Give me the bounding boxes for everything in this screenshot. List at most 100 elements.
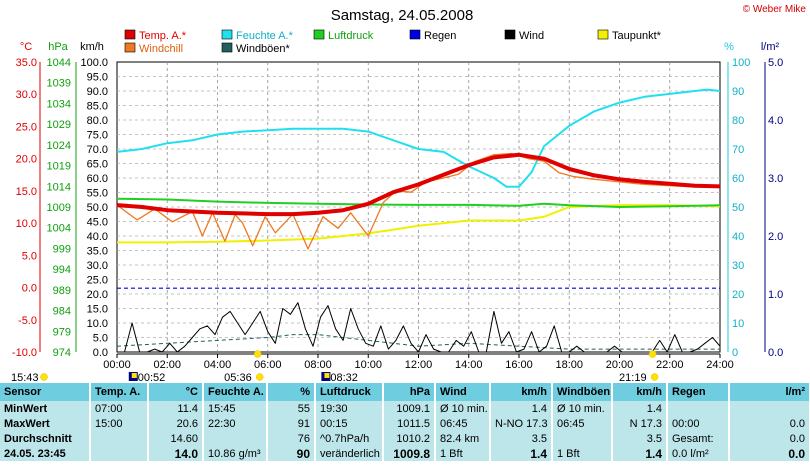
humidity-tick-label: 30 xyxy=(732,260,744,272)
wind-tick-label: 0.0 xyxy=(93,347,108,359)
temp-tick-label: 5.0 xyxy=(22,250,37,262)
temp-tick-label: 30.0 xyxy=(16,89,37,101)
stats-cell: 76 xyxy=(267,431,316,446)
humidity-tick-label: 80 xyxy=(732,115,744,127)
series-taupunkt xyxy=(117,204,721,244)
stats-cell: 0.0 xyxy=(729,416,810,431)
temp-tick-label: -10.0 xyxy=(12,347,37,359)
humidity-tick-label: 10 xyxy=(732,318,744,330)
wind-tick-label: 25.0 xyxy=(87,275,108,287)
stats-cell: Gesamt: xyxy=(667,431,730,446)
x-tick-label: 12:00 xyxy=(405,359,433,371)
stats-cell: 10.86 g/m³ xyxy=(203,446,268,461)
stats-cell: 1009.8 xyxy=(383,446,436,461)
stats-row: MinWert 07:00 11.4 15:45 55 19:30 1009.1 Ø 10 m… xyxy=(0,401,810,416)
legend-label: Taupunkt* xyxy=(612,30,662,42)
stats-cell xyxy=(729,401,810,416)
stats-cell: % xyxy=(267,383,316,401)
wind-tick-label: 50.0 xyxy=(87,202,108,214)
x-tick-label: 16:00 xyxy=(505,359,533,371)
stats-cell: 15:45 xyxy=(203,401,268,416)
stats-row-label: MinWert xyxy=(0,401,91,416)
stats-cell: Windböen xyxy=(552,383,613,401)
pressure-axis-unit: hPa xyxy=(48,41,68,53)
wind-tick-label: 35.0 xyxy=(87,246,108,258)
chart-title: Samstag, 24.05.2008 xyxy=(331,7,474,24)
stats-row: Durchschnitt 14.60 76 ^0.7hPa/h 1010.2 82.4 k… xyxy=(0,431,810,446)
legend-swatch xyxy=(124,42,136,53)
humidity-tick-label: 40 xyxy=(732,231,744,243)
stats-cell: 06:45 xyxy=(435,416,491,431)
stats-cell: 00:15 xyxy=(315,416,384,431)
stats-cell: Regen xyxy=(667,383,730,401)
stats-cell xyxy=(90,446,149,461)
stats-cell: 0.0 l/m² xyxy=(667,446,730,461)
stats-cell: km/h xyxy=(612,383,668,401)
stats-cell: 1009.1 xyxy=(383,401,436,416)
stats-cell: 82.4 km xyxy=(435,431,491,446)
stats-cell: 91 xyxy=(267,416,316,431)
legend-swatch xyxy=(504,29,516,40)
pressure-tick-label: 1014 xyxy=(47,181,71,193)
x-tick-label: 04:00 xyxy=(204,359,232,371)
stats-cell: 00:00 xyxy=(667,416,730,431)
stats-cell: l/m² xyxy=(729,383,810,401)
rain-tick-label: 4.0 xyxy=(768,115,783,127)
legend-swatch xyxy=(313,29,325,40)
stats-cell: 20.6 xyxy=(148,416,204,431)
stats-cell: 1 Bft xyxy=(552,446,613,461)
wind-tick-label: 60.0 xyxy=(87,173,108,185)
sunrise-label: 05:36 xyxy=(224,372,252,383)
pressure-tick-label: 1019 xyxy=(47,161,71,173)
pressure-tick-label: 999 xyxy=(53,243,71,255)
sun-icon xyxy=(648,350,657,358)
moonset-label: 08:32 xyxy=(330,372,358,383)
pressure-tick-label: 984 xyxy=(53,306,71,318)
x-tick-label: 02:00 xyxy=(153,359,181,371)
wind-tick-label: 45.0 xyxy=(87,217,108,229)
rain-tick-label: 0.0 xyxy=(768,347,783,359)
stats-cell: 19:30 xyxy=(315,401,384,416)
sun-icon xyxy=(255,373,264,381)
chart-axes: 35.0 30.0 25.0 20.0 15.0 10.0 5.0 0.0 -5.0 -10.0 1… xyxy=(12,57,783,371)
temp-tick-label: 20.0 xyxy=(16,154,37,166)
x-tick-label: 24:00 xyxy=(706,359,734,371)
rain-axis-unit: l/m² xyxy=(761,41,780,53)
stats-cell: 1010.2 xyxy=(383,431,436,446)
temp-axis-unit: °C xyxy=(20,41,32,53)
wind-tick-label: 70.0 xyxy=(87,144,108,156)
legend-swatch xyxy=(221,42,233,53)
pressure-tick-label: 989 xyxy=(53,285,71,297)
temp-tick-label: 25.0 xyxy=(16,121,37,133)
x-tick-label: 14:00 xyxy=(455,359,483,371)
weather-chart: Samstag, 24.05.2008 © Weber Mike Temp. A… xyxy=(11,4,806,383)
wind-tick-label: 95.0 xyxy=(87,72,108,84)
wind-tick-label: 30.0 xyxy=(87,260,108,272)
series-temp-a xyxy=(116,152,721,217)
stats-cell: 1.4 xyxy=(612,401,668,416)
sun-moon-markers: 05:36 21:19 00:52 08:32 15:43 xyxy=(11,350,659,383)
stats-row: 24.05. 23:45 14.0 10.86 g/m³ 90 veränderlich… xyxy=(0,446,810,461)
x-tick-label: 00:00 xyxy=(103,359,131,371)
legend-swatch xyxy=(409,29,421,40)
stats-cell: 14.60 xyxy=(148,431,204,446)
stats-cell: 14.0 xyxy=(148,446,204,461)
pressure-tick-label: 1039 xyxy=(47,78,71,90)
stats-cell: N 17.3 xyxy=(612,416,668,431)
temp-tick-label: 10.0 xyxy=(16,218,37,230)
rain-tick-label: 3.0 xyxy=(768,173,783,185)
stats-cell: Temp. A. xyxy=(90,383,149,401)
stats-row-label: Durchschnitt xyxy=(0,431,91,446)
sun-icon xyxy=(650,373,659,381)
wind-tick-label: 15.0 xyxy=(87,304,108,316)
stats-cell: ^0.7hPa/h xyxy=(315,431,384,446)
x-tick-label: 18:00 xyxy=(555,359,583,371)
humidity-tick-label: 60 xyxy=(732,173,744,185)
temp-tick-label: 35.0 xyxy=(16,57,37,69)
stats-cell: Feuchte A. xyxy=(203,383,268,401)
legend-label: Regen xyxy=(424,30,456,42)
stats-cell: 1.4 xyxy=(490,446,553,461)
wind-tick-label: 100.0 xyxy=(80,57,108,69)
stats-cell xyxy=(90,431,149,446)
stats-cell: 0.0 xyxy=(729,446,810,461)
